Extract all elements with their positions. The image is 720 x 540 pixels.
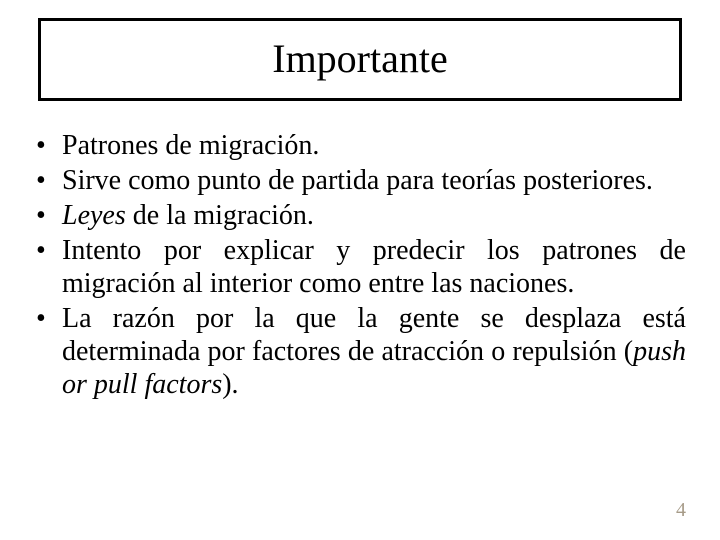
content-area: Patrones de migración. Sirve como punto … (30, 129, 690, 401)
bullet-text: Intento por explicar y predecir los patr… (62, 235, 686, 299)
page-number: 4 (676, 499, 686, 522)
list-item: Intento por explicar y predecir los patr… (34, 234, 686, 300)
bullet-list: Patrones de migración. Sirve como punto … (34, 129, 686, 401)
bullet-text: Sirve como punto de partida para teorías… (62, 165, 653, 196)
list-item: Sirve como punto de partida para teorías… (34, 164, 686, 197)
list-item: Leyes de la migración. (34, 199, 686, 232)
list-item: Patrones de migración. (34, 129, 686, 162)
title-box: Importante (38, 18, 682, 101)
bullet-text: de la migración. (126, 200, 314, 231)
bullet-text: Patrones de migración. (62, 130, 319, 161)
bullet-text: ). (222, 369, 238, 400)
slide-title: Importante (41, 35, 679, 82)
list-item: La razón por la que la gente se desplaza… (34, 302, 686, 401)
bullet-text: La razón por la que la gente se desplaza… (62, 303, 686, 367)
bullet-text-italic: Leyes (62, 200, 126, 231)
